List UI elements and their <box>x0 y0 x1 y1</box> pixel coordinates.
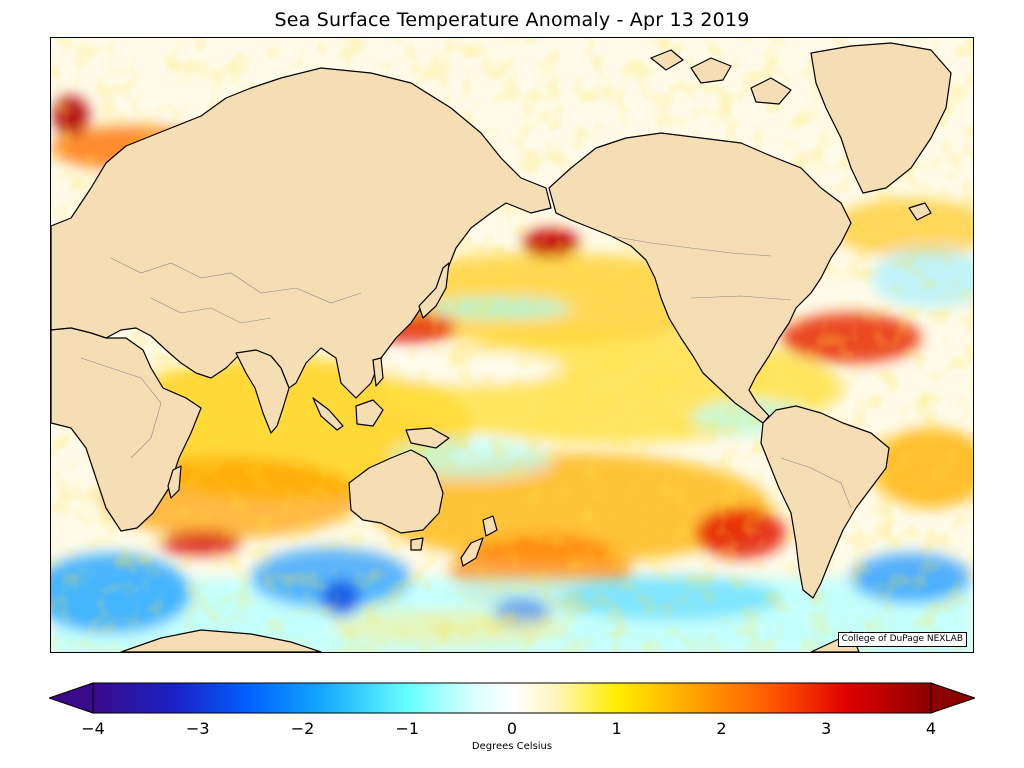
iceland <box>908 202 932 221</box>
colorbar-body <box>92 682 932 714</box>
colorbar-tick-label: −4 <box>81 719 105 738</box>
sumatra <box>312 397 344 431</box>
colorbar-extend-min <box>49 682 94 714</box>
new-zealand <box>460 515 498 567</box>
madagascar <box>167 465 182 499</box>
colorbar-tick-label: 2 <box>716 719 727 738</box>
australia <box>348 449 444 534</box>
country-borders <box>80 235 852 509</box>
south-america <box>760 405 890 599</box>
map-panel: College of DuPage NEXLAB <box>50 37 974 653</box>
sst-anomaly-map <box>51 38 973 652</box>
colorbar-tick-label: −3 <box>185 719 210 738</box>
colorbar-tick-label: 1 <box>611 719 622 738</box>
eurasia <box>51 67 552 399</box>
colorbar-extend-max <box>930 682 975 714</box>
colorbar-tick-label: 3 <box>821 719 832 738</box>
colorbar-tick-label: 4 <box>925 719 937 738</box>
philippines <box>372 357 384 387</box>
japan <box>418 262 450 319</box>
tasmania <box>410 537 424 551</box>
arctic-islands <box>650 49 792 105</box>
greenland <box>810 42 952 194</box>
map-title: Sea Surface Temperature Anomaly - Apr 13… <box>274 9 750 31</box>
colorbar-tick-label: −1 <box>395 719 420 738</box>
colorbar-tick-label: 0 <box>506 719 518 738</box>
north-america <box>548 132 852 424</box>
africa <box>51 327 202 532</box>
new-guinea <box>405 427 450 449</box>
antarctica <box>120 629 322 652</box>
colorbar-tick-label: −2 <box>290 719 315 738</box>
borneo <box>355 399 384 427</box>
colorbar <box>49 682 975 714</box>
india <box>235 349 290 434</box>
colorbar-units-label: Degrees Celsius <box>471 741 553 752</box>
credit-box: College of DuPage NEXLAB <box>837 632 967 647</box>
land <box>51 42 952 652</box>
anomaly-field <box>51 38 973 652</box>
